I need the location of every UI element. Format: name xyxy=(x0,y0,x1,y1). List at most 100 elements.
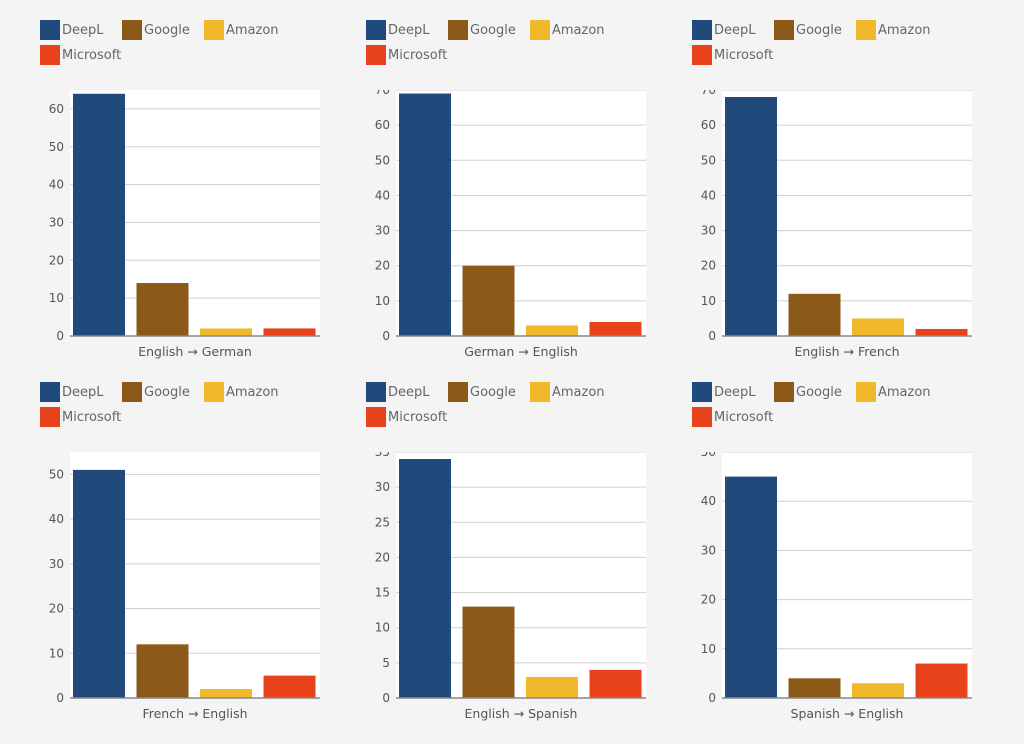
legend-label: DeepL xyxy=(62,384,104,400)
legend-label: Amazon xyxy=(226,384,279,400)
legend-swatch xyxy=(366,407,386,427)
y-tick-label: 0 xyxy=(56,691,64,705)
y-tick-label: 20 xyxy=(701,259,716,273)
y-tick-label: 20 xyxy=(49,253,64,267)
y-tick-label: 10 xyxy=(49,291,64,305)
bar-microsoft xyxy=(589,669,642,698)
bar-deepl xyxy=(399,93,451,336)
legend-item-google[interactable]: Google xyxy=(774,382,856,402)
bar-google xyxy=(136,283,189,336)
legend-swatch xyxy=(122,20,142,40)
legend-item-amazon[interactable]: Amazon xyxy=(856,382,938,402)
legend-swatch xyxy=(448,382,468,402)
bar-chart-svg: 0 10 20 30 40 50 60 70 German → English xyxy=(375,90,646,359)
legend-item-microsoft[interactable]: Microsoft xyxy=(366,45,448,65)
legend-item-google[interactable]: Google xyxy=(122,20,204,40)
legend-item-google[interactable]: Google xyxy=(774,20,856,40)
legend-item-deepl[interactable]: DeepL xyxy=(366,382,448,402)
y-tick-label: 20 xyxy=(49,602,64,616)
chart-panel-english-german: DeepL Google Amazon Microsoft 0 10 20 30 40 50 60 E… xyxy=(40,20,340,382)
legend-swatch xyxy=(692,407,712,427)
legend-item-microsoft[interactable]: Microsoft xyxy=(40,407,122,427)
legend-label: Amazon xyxy=(226,22,279,38)
legend-label: DeepL xyxy=(388,22,430,38)
bar-amazon xyxy=(526,325,578,336)
legend-swatch xyxy=(692,20,712,40)
legend-swatch xyxy=(40,382,60,402)
y-tick-label: 40 xyxy=(49,178,64,192)
y-tick-label: 40 xyxy=(375,188,390,202)
legend-item-deepl[interactable]: DeepL xyxy=(692,382,774,402)
y-tick-label: 10 xyxy=(49,646,64,660)
legend-swatch xyxy=(856,382,876,402)
y-tick-label: 60 xyxy=(701,118,716,132)
y-tick-label: 70 xyxy=(375,90,390,97)
bar-microsoft xyxy=(915,663,968,698)
chart-panel-english-french: DeepL Google Amazon Microsoft 0 10 20 30 40 50 60 7… xyxy=(692,20,992,382)
legend-item-deepl[interactable]: DeepL xyxy=(40,20,122,40)
legend-swatch xyxy=(366,20,386,40)
legend-label: Google xyxy=(470,22,516,38)
chart-panel-german-english: DeepL Google Amazon Microsoft 0 10 20 30 40 50 60 7… xyxy=(366,20,666,382)
legend-item-deepl[interactable]: DeepL xyxy=(366,20,448,40)
legend-item-amazon[interactable]: Amazon xyxy=(204,20,286,40)
y-tick-label: 50 xyxy=(701,153,716,167)
legend-item-microsoft[interactable]: Microsoft xyxy=(40,45,122,65)
bar-chart-svg: 0 10 20 30 40 50 60 70 English → French xyxy=(701,90,972,359)
y-tick-label: 40 xyxy=(701,494,716,508)
legend-label: Google xyxy=(470,384,516,400)
y-tick-label: 60 xyxy=(49,102,64,116)
legend-item-microsoft[interactable]: Microsoft xyxy=(692,407,774,427)
legend-item-amazon[interactable]: Amazon xyxy=(530,20,612,40)
legend-item-microsoft[interactable]: Microsoft xyxy=(366,407,448,427)
legend-swatch xyxy=(40,407,60,427)
bar-deepl xyxy=(73,93,125,337)
legend-item-google[interactable]: Google xyxy=(448,382,530,402)
legend-swatch xyxy=(692,382,712,402)
legend-label: Microsoft xyxy=(388,47,448,63)
bar-google xyxy=(462,265,515,336)
x-axis-label: English → German xyxy=(138,344,252,359)
bar-amazon xyxy=(852,683,904,698)
bar-google xyxy=(462,606,515,698)
y-tick-label: 30 xyxy=(49,215,64,229)
legend-label: Amazon xyxy=(552,384,605,400)
legend-item-deepl[interactable]: DeepL xyxy=(40,382,122,402)
y-tick-label: 70 xyxy=(701,90,716,97)
bar-google xyxy=(136,644,189,698)
legend-label: DeepL xyxy=(714,22,756,38)
bar-deepl xyxy=(73,469,125,698)
legend-item-amazon[interactable]: Amazon xyxy=(204,382,286,402)
legend-label: Microsoft xyxy=(388,409,448,425)
bar-deepl xyxy=(399,459,451,698)
bar-chart-svg: 0 5 10 15 20 25 30 35 English → Spanish xyxy=(375,452,646,721)
legend-swatch xyxy=(856,20,876,40)
bar-amazon xyxy=(852,318,904,336)
y-tick-label: 50 xyxy=(701,452,716,459)
legend-item-google[interactable]: Google xyxy=(448,20,530,40)
y-tick-label: 30 xyxy=(701,543,716,557)
legend-item-deepl[interactable]: DeepL xyxy=(692,20,774,40)
chart-panel-english-spanish: DeepL Google Amazon Microsoft 0 5 10 15 20 25 30 35… xyxy=(366,382,666,744)
bar-chart-svg: 0 10 20 30 40 50 Spanish → English xyxy=(701,452,972,721)
legend-item-microsoft[interactable]: Microsoft xyxy=(692,45,774,65)
bar-microsoft xyxy=(915,328,968,336)
y-tick-label: 30 xyxy=(701,224,716,238)
y-tick-label: 50 xyxy=(49,467,64,481)
legend-label: DeepL xyxy=(388,384,430,400)
y-tick-label: 0 xyxy=(382,691,390,705)
legend-swatch xyxy=(530,20,550,40)
legend-item-amazon[interactable]: Amazon xyxy=(530,382,612,402)
y-tick-label: 0 xyxy=(382,329,390,343)
x-axis-label: English → French xyxy=(794,344,899,359)
y-tick-label: 30 xyxy=(375,224,390,238)
legend-swatch xyxy=(204,20,224,40)
y-tick-label: 30 xyxy=(375,480,390,494)
y-tick-label: 20 xyxy=(375,550,390,564)
legend-label: Google xyxy=(796,384,842,400)
bar-google xyxy=(788,678,841,698)
y-tick-label: 10 xyxy=(701,294,716,308)
legend-swatch xyxy=(204,382,224,402)
legend-item-google[interactable]: Google xyxy=(122,382,204,402)
legend-item-amazon[interactable]: Amazon xyxy=(856,20,938,40)
